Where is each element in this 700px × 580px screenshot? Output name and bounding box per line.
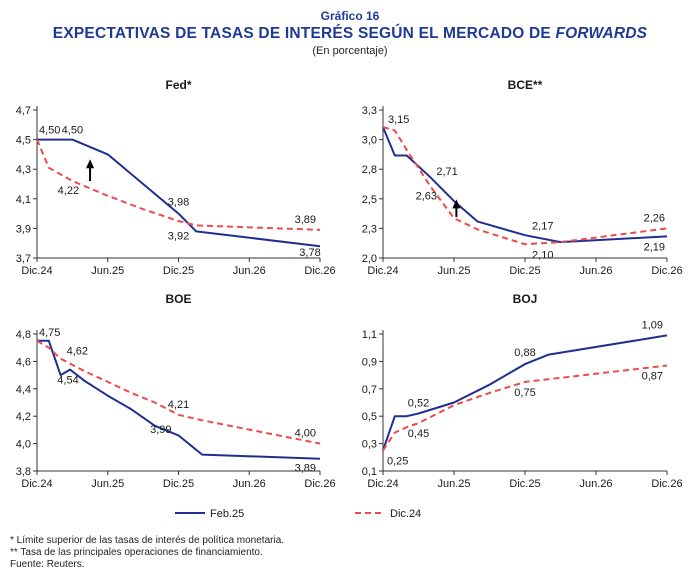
y-tick-label-0-4: 4,5 <box>16 135 31 147</box>
y-tick-label-1-1: 2,3 <box>362 223 377 235</box>
x-tick-label-0-0: Dic.24 <box>21 265 52 277</box>
figure-title: EXPECTATIVAS DE TASAS DE INTERÉS SEGÚN E… <box>0 25 700 43</box>
y-tick-label-0-2: 4,1 <box>16 194 31 206</box>
data-label-0-2: 4,22 <box>58 185 79 197</box>
data-label-0-1: 4,50 <box>62 125 83 137</box>
panel-title-0: Fed* <box>165 78 191 92</box>
data-label-3-0: 0,25 <box>387 455 408 467</box>
panel-title-1: BCE** <box>508 78 543 92</box>
x-tick-label-3-1: Jun.25 <box>437 478 470 490</box>
data-label-3-1: 0,52 <box>408 397 429 409</box>
footnote-source: Fuente: Reuters. <box>10 559 85 570</box>
y-tick-label-2-0: 3,8 <box>16 466 31 478</box>
arrow-head-1 <box>452 199 461 209</box>
y-tick-label-2-5: 4,8 <box>16 329 31 341</box>
y-tick-label-0-3: 4,3 <box>16 164 31 176</box>
data-label-3-3: 0,88 <box>514 347 535 359</box>
x-tick-label-0-1: Jun.25 <box>91 265 124 277</box>
series-dic24-line-0 <box>36 139 321 231</box>
data-label-1-5: 2,26 <box>644 212 665 224</box>
y-tick-label-1-5: 3,3 <box>362 105 377 117</box>
title-main: EXPECTATIVAS DE TASAS DE INTERÉS SEGÚN E… <box>52 25 556 42</box>
x-tick-label-2-0: Dic.24 <box>21 478 52 490</box>
data-label-1-4: 2,10 <box>532 249 553 261</box>
y-tick-label-3-2: 0,5 <box>362 411 377 423</box>
data-label-1-0: 3,15 <box>388 114 409 126</box>
title-italic: FORWARDS <box>555 25 648 42</box>
panel-title-3: BOJ <box>513 292 538 306</box>
data-label-3-5: 1,09 <box>642 319 663 331</box>
data-label-2-0: 4,75 <box>39 327 60 339</box>
legend-feb25-label: Feb.25 <box>210 508 244 520</box>
data-label-2-1: 4,62 <box>67 346 88 358</box>
data-label-3-4: 0,75 <box>514 387 535 399</box>
data-label-0-3: 3,98 <box>168 197 189 209</box>
data-label-1-1: 2,71 <box>436 166 457 178</box>
x-tick-label-3-4: Dic.26 <box>651 478 682 490</box>
y-tick-label-0-1: 3,9 <box>16 223 31 235</box>
y-tick-label-3-3: 0,7 <box>362 384 377 396</box>
y-tick-label-3-0: 0,1 <box>362 466 377 478</box>
data-label-0-4: 3,92 <box>168 230 189 242</box>
x-tick-label-0-2: Dic.25 <box>163 265 194 277</box>
series-feb25-line-3 <box>382 334 668 451</box>
series-feb25-line-1 <box>382 126 668 244</box>
data-label-0-5: 3,89 <box>295 214 316 226</box>
y-tick-label-2-2: 4,2 <box>16 411 31 423</box>
y-tick-label-2-1: 4,0 <box>16 439 31 451</box>
series-feb25-line-2 <box>37 339 321 460</box>
y-tick-label-3-1: 0,3 <box>362 439 377 451</box>
y-tick-label-2-4: 4,6 <box>16 356 31 368</box>
data-label-3-6: 0,87 <box>642 371 663 383</box>
arrow-head-0 <box>86 159 95 169</box>
x-tick-label-2-1: Jun.25 <box>91 478 124 490</box>
data-label-1-6: 2,19 <box>644 241 665 253</box>
data-label-2-5: 4,00 <box>295 428 316 440</box>
data-label-2-3: 4,21 <box>168 399 189 411</box>
data-label-0-0: 4,50 <box>39 125 60 137</box>
x-tick-label-2-2: Dic.25 <box>163 478 194 490</box>
y-tick-label-0-5: 4,7 <box>16 105 31 117</box>
x-tick-label-2-4: Dic.26 <box>304 478 335 490</box>
series-dic24-line-1 <box>382 126 668 246</box>
x-tick-label-3-3: Jun.26 <box>579 478 612 490</box>
data-label-2-6: 3,89 <box>295 463 316 475</box>
series-dic24-line-3 <box>382 364 668 451</box>
series-feb25-line-0 <box>37 138 321 248</box>
legend-dic24-label: Dic.24 <box>390 508 421 520</box>
x-tick-label-1-0: Dic.24 <box>367 265 398 277</box>
x-tick-label-1-4: Dic.26 <box>651 265 682 277</box>
y-tick-label-1-0: 2,0 <box>362 253 377 265</box>
data-label-1-2: 2,63 <box>416 190 437 202</box>
data-label-0-6: 3,78 <box>299 247 320 259</box>
x-tick-label-0-3: Jun.26 <box>233 265 266 277</box>
data-label-2-2: 4,54 <box>57 375 78 387</box>
y-tick-label-1-4: 3,0 <box>362 135 377 147</box>
x-tick-label-2-3: Jun.26 <box>233 478 266 490</box>
units-label: (En porcentaje) <box>312 45 388 57</box>
x-tick-label-3-0: Dic.24 <box>367 478 398 490</box>
footnotes: * Límite superior de las tasas de interé… <box>10 535 284 571</box>
data-label-3-2: 0,45 <box>408 428 429 440</box>
panel-title-2: BOE <box>165 292 191 306</box>
y-tick-label-0-0: 3,7 <box>16 253 31 265</box>
x-tick-label-1-2: Dic.25 <box>509 265 540 277</box>
y-tick-label-1-3: 2,8 <box>362 164 377 176</box>
y-tick-label-3-4: 0,9 <box>362 356 377 368</box>
figure-subheading: Gráfico 16 <box>320 9 380 23</box>
y-tick-label-3-5: 1,1 <box>362 329 377 341</box>
x-tick-label-1-3: Jun.26 <box>579 265 612 277</box>
x-tick-label-0-4: Dic.26 <box>304 265 335 277</box>
x-tick-label-3-2: Dic.25 <box>509 478 540 490</box>
x-tick-label-1-1: Jun.25 <box>437 265 470 277</box>
y-tick-label-1-2: 2,5 <box>362 194 377 206</box>
y-tick-label-2-3: 4,4 <box>16 384 31 396</box>
series-dic24-line-2 <box>36 339 321 445</box>
footnote-2: ** Tasa de las principales operaciones d… <box>10 547 263 558</box>
data-label-2-4: 3,99 <box>150 424 171 436</box>
footnote-1: * Límite superior de las tasas de interé… <box>10 535 285 546</box>
data-label-1-3: 2,17 <box>532 221 553 233</box>
